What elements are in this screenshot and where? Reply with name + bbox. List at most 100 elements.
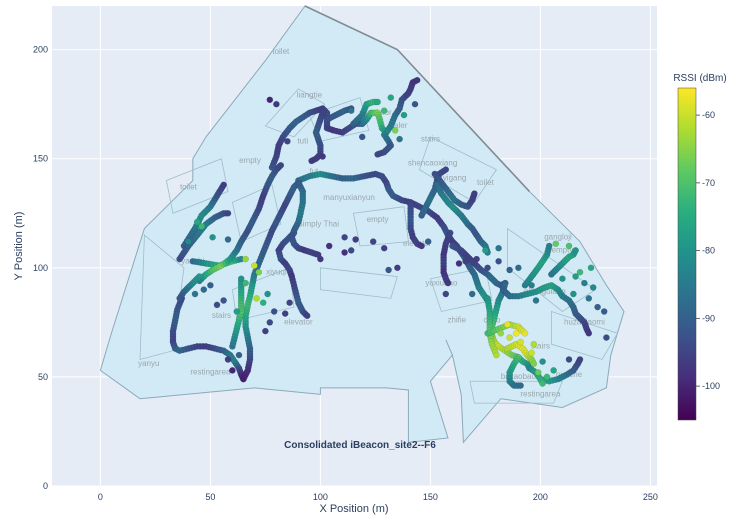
- colorbar-ticks: -60 -70 -80 -90 -100: [696, 110, 720, 391]
- data-point: [442, 290, 450, 298]
- x-tick-label: 200: [533, 492, 548, 502]
- data-point: [380, 244, 388, 252]
- data-point: [442, 166, 450, 173]
- data-point: [253, 295, 260, 302]
- floorplan-room: [352, 206, 409, 247]
- data-point: [400, 111, 408, 119]
- data-point: [270, 308, 278, 315]
- data-point: [209, 233, 216, 241]
- data-point: [198, 223, 205, 230]
- floorplan-room: [231, 184, 282, 243]
- floorplan-label: stairs: [421, 134, 440, 143]
- floorplan-label: yuxiudao: [425, 278, 458, 287]
- floorplan-label: zhifie: [447, 315, 466, 324]
- data-point: [413, 76, 421, 84]
- data-point: [576, 356, 584, 363]
- data-point: [462, 257, 469, 265]
- floorplan-room: [506, 227, 597, 312]
- floorplan-label: toilet: [180, 182, 198, 191]
- floorplan-room: [429, 267, 493, 312]
- data-point: [530, 360, 538, 368]
- data-point: [242, 279, 249, 287]
- data-point: [517, 382, 524, 389]
- floorplan-label: ghangolang: [524, 287, 566, 296]
- data-point: [193, 218, 201, 226]
- data-point: [528, 349, 535, 357]
- data-point: [220, 181, 227, 189]
- data-point: [266, 319, 274, 326]
- data-point: [308, 157, 315, 165]
- data-point: [264, 290, 271, 298]
- data-point: [369, 238, 377, 245]
- data-point: [550, 367, 557, 374]
- data-point: [473, 255, 480, 263]
- data-point: [352, 236, 359, 243]
- floorplan-label: xiyuqi: [266, 267, 287, 276]
- floorplan-label: elevator: [284, 318, 313, 327]
- data-point: [255, 268, 263, 276]
- floorplan-label: tuti: [297, 136, 308, 145]
- data-point: [235, 351, 243, 359]
- x-axis-label: X Position (m): [319, 503, 388, 515]
- data-point: [317, 255, 324, 263]
- data-point: [528, 281, 535, 289]
- data-point: [543, 373, 551, 381]
- data-point: [471, 190, 478, 197]
- data-point: [495, 257, 502, 265]
- data-point: [191, 290, 199, 298]
- data-point: [207, 281, 214, 289]
- data-point: [552, 240, 560, 248]
- data-point: [585, 295, 593, 302]
- data-point: [565, 242, 573, 250]
- data-point: [341, 233, 348, 241]
- y-tick-label: 200: [33, 45, 48, 55]
- floorplan-label: liangtie: [297, 91, 323, 100]
- data-point: [424, 238, 432, 245]
- data-point: [506, 334, 513, 341]
- colorbar-tick-label: -60: [702, 110, 715, 120]
- data-point: [259, 299, 267, 307]
- colorbar-tick-label: -90: [702, 313, 715, 323]
- data-point: [530, 340, 538, 348]
- floorplan-room: [165, 158, 229, 214]
- data-point: [539, 358, 546, 365]
- floorplan-label: yigang: [443, 174, 467, 183]
- y-axis-ticks: 0 50 100 150 200: [33, 45, 48, 491]
- data-point: [374, 98, 381, 106]
- data-point: [176, 295, 183, 302]
- y-tick-label: 0: [43, 481, 48, 491]
- data-point: [380, 107, 388, 114]
- floorplan-label: stairs: [212, 311, 231, 320]
- data-point: [224, 236, 232, 243]
- y-axis-label: Y Position (m): [13, 212, 25, 281]
- data-point: [587, 264, 595, 272]
- data-point: [286, 299, 293, 307]
- data-point: [200, 286, 208, 293]
- floorplan-label: toilet: [272, 47, 290, 56]
- floorplan-label: restingarea: [520, 390, 561, 399]
- colorbar-tick-label: -70: [702, 178, 715, 188]
- data-point: [347, 107, 355, 114]
- data-point: [387, 94, 395, 101]
- y-tick-label: 150: [33, 154, 48, 164]
- data-point: [482, 247, 489, 254]
- data-point: [576, 268, 584, 276]
- data-point: [224, 209, 232, 217]
- data-point: [603, 334, 610, 341]
- x-tick-label: 100: [313, 492, 328, 502]
- data-point: [534, 369, 542, 376]
- data-point: [385, 266, 392, 274]
- data-point: [391, 127, 399, 134]
- y-tick-label: 100: [33, 263, 48, 273]
- x-axis-ticks: 0 50 100 150 200 250: [98, 492, 658, 502]
- data-point: [570, 290, 577, 298]
- floorplan-label: empty: [239, 156, 261, 165]
- data-point: [220, 297, 227, 304]
- colorbar: [677, 87, 697, 421]
- data-point: [224, 356, 232, 363]
- data-point: [444, 279, 452, 287]
- data-point: [237, 275, 245, 283]
- data-point: [506, 266, 513, 274]
- data-point: [347, 247, 355, 254]
- data-point: [394, 264, 401, 272]
